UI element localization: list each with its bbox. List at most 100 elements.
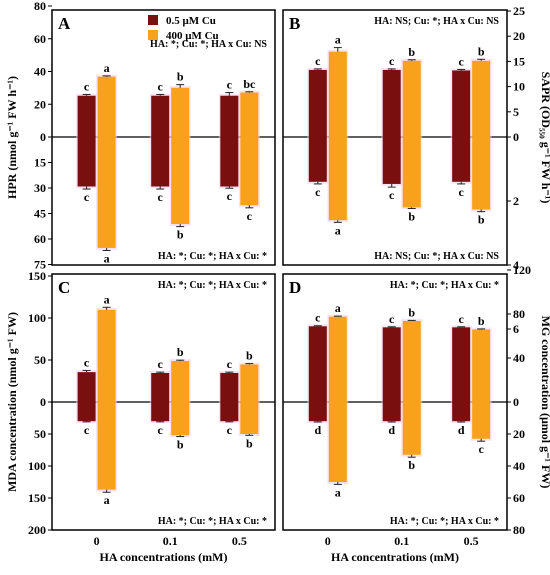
significance-letter: b: [408, 209, 415, 223]
bar-lower: [97, 137, 116, 248]
bar-upper: [308, 326, 327, 402]
bar-lower: [452, 137, 471, 182]
significance-letter: a: [104, 61, 110, 75]
bar-lower: [220, 402, 239, 422]
panel-B-tick-label: 10: [513, 80, 525, 94]
panel-D-tick-label: 120: [513, 263, 531, 277]
panel-B-tick-label: 6: [513, 322, 519, 336]
significance-letter: c: [84, 355, 90, 369]
significance-letter: b: [478, 44, 485, 58]
bar-upper: [452, 327, 471, 402]
significance-letter: c: [389, 312, 395, 326]
panel-C-stat-bottom: HA: *; Cu: *; HA x Cu: *: [158, 516, 267, 527]
x-tick-label: 0.1: [394, 534, 409, 548]
bar-lower: [97, 402, 116, 490]
bar-lower: [151, 402, 170, 422]
significance-letter: a: [335, 485, 341, 499]
panel-letter: A: [58, 14, 71, 33]
bar-lower: [77, 402, 96, 422]
panel-A-stat-top: HA: *; Cu: *; HA x Cu: NS: [150, 39, 267, 50]
panel-B-tick-label: 0: [513, 130, 519, 144]
bar-upper: [151, 95, 170, 137]
significance-letter: a: [335, 223, 341, 237]
panel-letter: B: [289, 14, 300, 33]
legend-label: 0.5 μM Cu: [166, 15, 216, 27]
bar-upper: [171, 361, 190, 402]
bar-lower: [382, 137, 401, 184]
panel-C-tick-label: 0: [40, 395, 46, 409]
significance-letter: c: [389, 188, 395, 202]
bar-upper: [402, 60, 421, 137]
significance-letter: c: [227, 357, 233, 371]
bar-upper: [382, 69, 401, 137]
significance-letter: c: [158, 357, 164, 371]
x-tick-label: 0.1: [163, 534, 178, 548]
x-tick-label: 0.5: [232, 534, 247, 548]
x-tick-label: 0: [325, 534, 331, 548]
panel-B-tick-label: 20: [513, 29, 525, 43]
panel-B-y-title: SAPR (OD₅₅₀ g⁻¹ FW h⁻¹): [539, 72, 550, 204]
panel-C-stat-top: HA: *; Cu: *; HA x Cu: *: [158, 280, 267, 291]
bar-upper: [151, 372, 170, 402]
bar-lower: [171, 137, 190, 225]
panel-D-tick-label: 20: [513, 427, 525, 441]
panel-D-tick-label: 40: [513, 351, 525, 365]
panel-B-tick-label: 4: [513, 258, 519, 272]
panel-C-tick-label: 100: [28, 311, 46, 325]
bar-upper: [402, 320, 421, 402]
significance-letter: d: [458, 423, 465, 437]
significance-letter: a: [335, 33, 341, 47]
significance-letter: c: [315, 311, 321, 325]
significance-letter: c: [227, 423, 233, 437]
panel-A-y-title: HPR (nmol g⁻¹ FW h⁻¹): [5, 76, 19, 199]
bar-upper: [220, 95, 239, 137]
significance-letter: b: [177, 70, 184, 84]
significance-letter: c: [84, 423, 90, 437]
panel-A-tick-label: 60: [34, 32, 46, 46]
panel-D-y-title: MG concentration (μmol g⁻¹ FW): [539, 316, 550, 489]
panel-D-tick-label: 0: [513, 395, 519, 409]
bar-upper: [220, 372, 239, 402]
bar-lower: [151, 137, 170, 187]
legend-label: 400 μM Cu: [166, 30, 219, 42]
significance-letter: c: [227, 78, 233, 92]
significance-letter: c: [227, 189, 233, 203]
panel-B-tick-label: 25: [513, 4, 525, 18]
panel-C-tick-label: 200: [28, 523, 46, 537]
significance-letter: a: [104, 493, 110, 507]
panel-A-tick-label: 75: [34, 258, 46, 272]
panel-C-tick-label: 150: [28, 269, 46, 283]
panel-C-tick-label: 50: [34, 427, 46, 441]
significance-letter: c: [247, 209, 253, 223]
significance-letter: a: [104, 292, 110, 306]
x-axis-title: HA concentrations (mM): [331, 550, 459, 564]
significance-letter: b: [408, 305, 415, 319]
panel-D-tick-label: 40: [513, 459, 525, 473]
significance-letter: b: [408, 458, 415, 472]
bar-lower: [472, 137, 491, 210]
bar-lower: [382, 402, 401, 422]
bar-upper: [240, 92, 259, 137]
bar-upper: [171, 87, 190, 137]
significance-letter: a: [104, 251, 110, 265]
panel-D-stat-bottom: HA: *; Cu: *; HA x Cu: *: [390, 516, 499, 527]
bar-lower: [171, 402, 190, 436]
significance-letter: c: [158, 79, 164, 93]
bar-lower: [308, 137, 327, 182]
significance-letter: b: [478, 314, 485, 328]
x-tick-label: 0.5: [464, 534, 479, 548]
bar-upper: [308, 69, 327, 137]
significance-letter: b: [177, 345, 184, 359]
panel-D-tick-label: 80: [513, 523, 525, 537]
bar-upper: [452, 70, 471, 137]
significance-letter: c: [158, 423, 164, 437]
panel-B-tick-label: 2: [513, 194, 519, 208]
significance-letter: c: [158, 190, 164, 204]
significance-letter: c: [458, 312, 464, 326]
panel-D-tick-label: 80: [513, 307, 525, 321]
bar-lower: [402, 137, 421, 208]
significance-letter: c: [315, 54, 321, 68]
significance-letter: a: [335, 301, 341, 315]
panel-letter: D: [289, 278, 301, 297]
